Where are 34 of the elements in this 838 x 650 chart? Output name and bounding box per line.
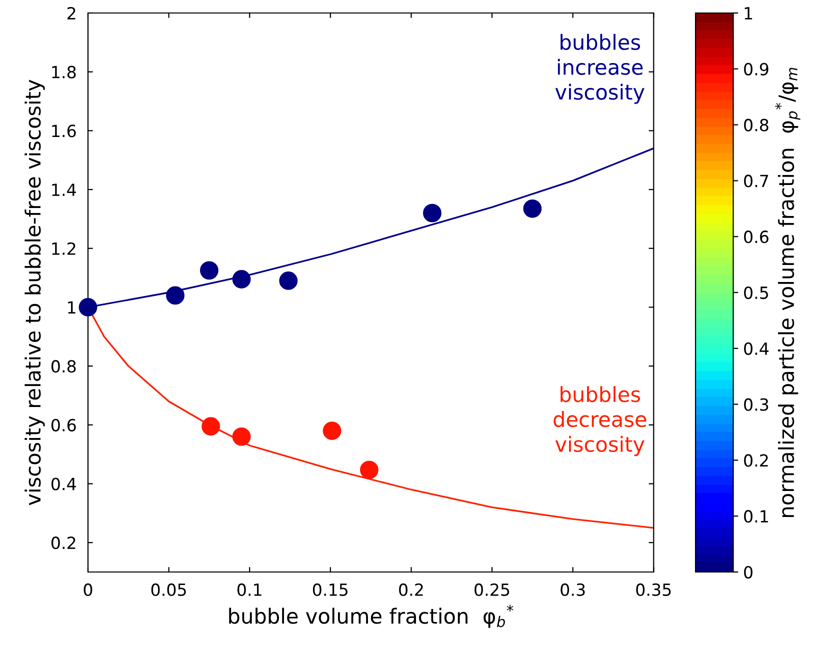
color-bar-title: normalized particle volume fraction φ$_{p}$$^{*}$/φ$_{m}$ <box>775 68 800 517</box>
x-tick-label: 0.35 <box>636 583 671 596</box>
y-tick-label: 0.4 <box>51 478 76 490</box>
y-tick-label: 0.8 <box>51 360 76 373</box>
y-tick-label: 1 <box>68 301 76 314</box>
color-bar-label: 0.6 <box>744 230 768 244</box>
color-bar-label: 0 <box>744 566 752 579</box>
y-tick-label: 0.2 <box>51 536 76 550</box>
x-tick-label: 0.15 <box>312 583 348 596</box>
y-tick-label: 1.2 <box>52 242 76 255</box>
x-axis-title: bubble volume fraction φ$_{b}$$^{*}$ <box>229 604 514 628</box>
x-tick-label: 0.25 <box>474 583 510 596</box>
annotation: bubbles increase viscosity <box>555 34 644 104</box>
annotation: bubbles decrease viscosity <box>554 386 646 456</box>
y-tick-label: 1.8 <box>52 66 76 78</box>
color-bar-label: 0.9 <box>744 62 768 76</box>
color-bar-label: 0.3 <box>744 398 768 411</box>
color-bar-label: 0.2 <box>744 454 768 467</box>
y-tick-label: 1.4 <box>52 184 76 196</box>
color-bar-label: 0.1 <box>744 510 768 523</box>
x-tick-label: 0.05 <box>151 583 186 596</box>
y-tick-label: 2 <box>67 6 76 20</box>
x-tick-label: 0.1 <box>237 583 262 596</box>
x-tick-label: 0 <box>84 583 92 596</box>
color-bar-label: 0.8 <box>744 118 768 132</box>
color-bar-label: 0.7 <box>744 174 768 188</box>
color-bar-label: 0.5 <box>744 286 768 300</box>
color-bar-label: 0.4 <box>744 342 769 355</box>
y-tick-label: 0.6 <box>51 418 76 432</box>
y-tick-label: 1.6 <box>52 124 76 138</box>
x-tick-label: 0.3 <box>560 583 585 596</box>
y-axis-title: viscosity relative to bubble-free viscosity <box>24 80 45 506</box>
x-tick-label: 0.2 <box>399 583 423 596</box>
color-bar-label: 1 <box>744 7 752 20</box>
